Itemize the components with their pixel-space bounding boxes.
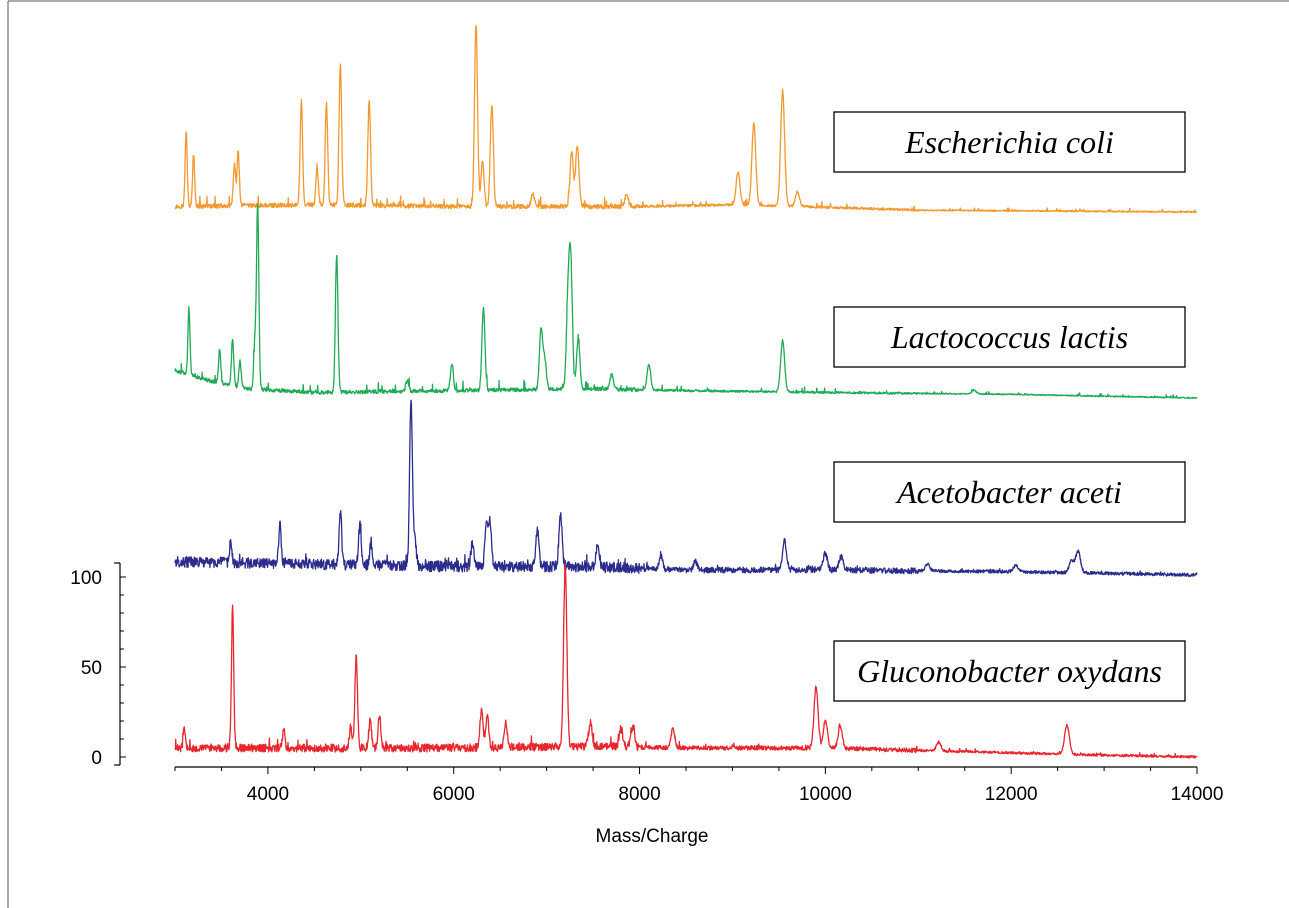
- x-tick-label: 4000: [247, 784, 289, 805]
- x-axis-title: Mass/Charge: [596, 826, 709, 847]
- y-tick-label: 100: [70, 568, 102, 589]
- x-tick-label: 6000: [433, 784, 475, 805]
- species-label: Lactococcus lactis: [890, 319, 1128, 355]
- series-line-acetobacter-aceti: [174, 399, 1198, 578]
- species-label-box: [833, 111, 1186, 173]
- series-line-lactococcus-lactis: [174, 203, 1198, 400]
- species-label: Escherichia coli: [904, 124, 1114, 160]
- x-tick-label: 8000: [618, 784, 660, 805]
- x-axis: 4000 6000 8000 10000 12000 14000: [174, 766, 1224, 805]
- species-label: Acetobacter aceti: [895, 474, 1122, 510]
- x-tick-label: 12000: [985, 784, 1038, 805]
- species-label-box: [833, 640, 1186, 702]
- x-tick-label: 10000: [799, 784, 852, 805]
- species-label: Gluconobacter oxydans: [857, 653, 1162, 689]
- series-line-gluconobacter-oxydans: [174, 563, 1198, 759]
- y-tick-label: 50: [81, 658, 102, 679]
- series-line-escherichia-coli: [174, 24, 1198, 214]
- species-label-box: [833, 306, 1186, 368]
- species-labels: Escherichia coli Lactococcus lactis Acetob…: [833, 111, 1186, 702]
- x-tick-label: 14000: [1171, 784, 1224, 805]
- spectra-traces: [174, 24, 1198, 759]
- y-tick-label: 0: [91, 748, 102, 769]
- y-axis: 0 50 100: [70, 562, 126, 769]
- species-label-box: [833, 461, 1186, 523]
